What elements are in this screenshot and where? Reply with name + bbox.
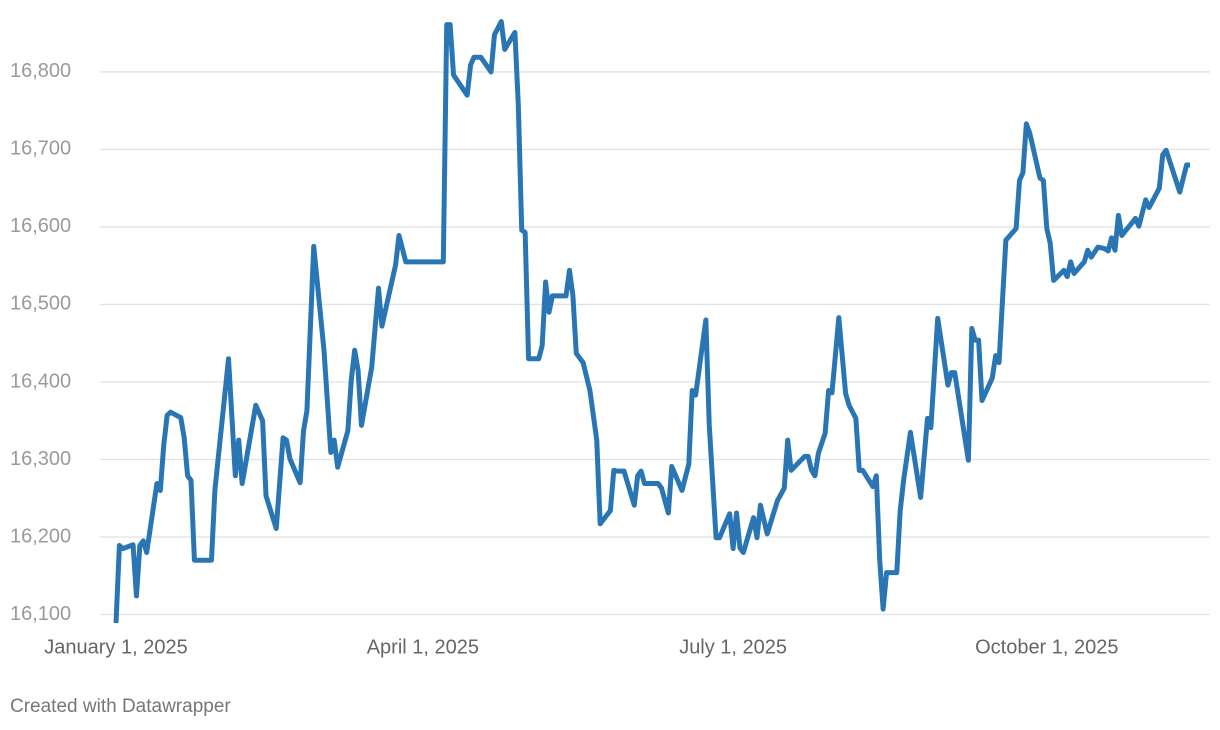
x-tick-label: October 1, 2025 <box>975 636 1118 658</box>
y-tick-label: 16,200 <box>10 525 71 547</box>
x-tick-label: July 1, 2025 <box>679 636 787 658</box>
y-tick-label: 16,600 <box>10 215 71 237</box>
credit: Created with Datawrapper <box>10 696 231 717</box>
x-tick-label: January 1, 2025 <box>44 636 187 658</box>
y-tick-label: 16,300 <box>10 448 71 470</box>
y-tick-label: 16,400 <box>10 370 71 392</box>
y-tick-label: 16,700 <box>10 138 71 160</box>
data-line <box>113 19 1190 624</box>
x-tick-label: April 1, 2025 <box>367 636 479 658</box>
y-tick-label: 16,800 <box>10 60 71 82</box>
y-tick-label: 16,100 <box>10 603 71 625</box>
y-tick-label: 16,500 <box>10 293 71 315</box>
